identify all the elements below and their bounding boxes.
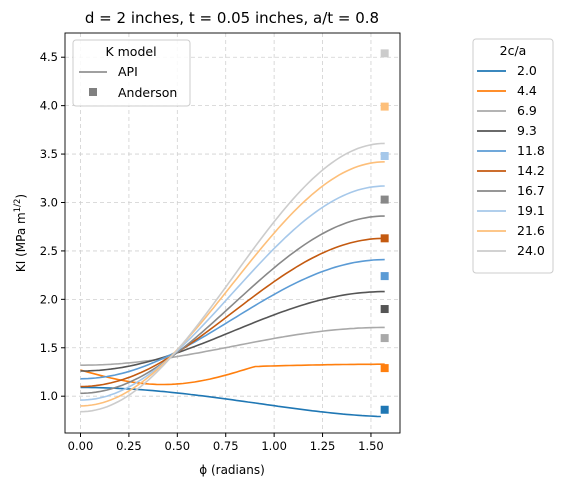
anderson-marker-24-0 [380,49,389,58]
anderson-marker-14-2 [380,234,389,243]
model-legend-box [72,39,191,107]
anderson-marker-21-6 [380,102,389,111]
series-legend-label: 11.8 [517,143,545,158]
y-axis-label-exponent: 1/2 [13,199,23,213]
y-tick-label: 1.5 [40,341,58,355]
y-axis-label: KI (MPa m1/2) [13,194,28,272]
api-line-19-1 [80,185,385,401]
anderson-marker-6-9 [380,334,389,343]
x-axis-label: ϕ (radians) [199,463,265,477]
series-legend-label: 16.7 [517,183,545,198]
api-line-24-0 [80,142,385,413]
x-tick-label: 0.25 [116,439,142,453]
x-tick-label: 0.75 [213,439,239,453]
series-legend-label: 2.0 [517,63,537,78]
anderson-marker-11-8 [380,272,389,281]
x-tick-label: 1.50 [358,439,384,453]
anderson-marker-4-4 [380,364,389,373]
series-legend-label: 4.4 [517,83,537,98]
anderson-marker-2-0 [380,405,389,414]
api-line-6-9 [80,326,385,367]
y-tick-label: 2.0 [40,292,58,306]
api-line-21-6 [80,161,385,407]
api-line-11-8 [80,258,385,380]
series-legend-title: 2c/a [500,43,527,58]
anderson-marker-16-7 [380,195,389,204]
series-lines [80,142,385,418]
x-tick-label: 1.00 [261,439,287,453]
y-axis: 1.0 1.5 2.0 2.5 3.0 3.5 4.0 4.5 [40,50,65,403]
y-tick-label: 3.5 [40,147,58,161]
y-tick-label: 1.0 [40,389,58,403]
api-line-2-0 [80,386,381,418]
x-tick-label: 0.50 [165,439,191,453]
api-line-14-2 [80,237,385,388]
series-legend: 2c/a 2.0 4.4 6.9 9.3 11.8 14.2 16.7 19.1 21.6 24.… [472,38,554,274]
plot-frame [64,32,401,434]
model-legend-label-api: API [118,64,138,79]
series-legend-box [472,38,554,274]
y-tick-label: 2.5 [40,244,58,258]
model-legend-title: K model [105,44,156,59]
y-tick-label: 3.0 [40,195,58,209]
y-tick-label: 4.0 [40,99,58,113]
x-tick-label: 1.25 [310,439,336,453]
anderson-marker-19-1 [380,152,389,161]
series-legend-label: 14.2 [517,163,545,178]
anderson-marker-9-3 [380,305,389,314]
y-tick-label: 4.5 [40,50,58,64]
series-legend-label: 21.6 [517,223,545,238]
api-line-16-7 [80,215,385,395]
series-legend-label: 19.1 [517,203,545,218]
series-legend-label: 24.0 [517,243,545,258]
model-legend-square-swatch [89,88,97,96]
anderson-markers [380,49,389,414]
chart-title: d = 2 inches, t = 0.05 inches, a/t = 0.8 [85,9,379,27]
api-line-9-3 [80,290,385,372]
model-legend-label-anderson: Anderson [118,85,177,100]
series-legend-label: 6.9 [517,103,537,118]
model-legend: K model API Anderson [72,39,191,107]
x-tick-label: 0.00 [68,439,94,453]
series-legend-label: 9.3 [517,123,537,138]
x-axis: 0.00 0.25 0.50 0.75 1.00 1.25 1.50 [68,433,384,453]
